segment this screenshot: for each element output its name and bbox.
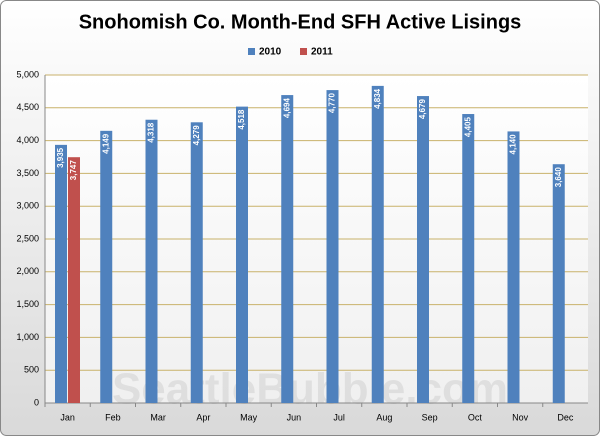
data-label: 4,518 <box>237 109 246 130</box>
bar <box>190 122 203 403</box>
y-tick-label: 3,000 <box>16 201 39 211</box>
bar <box>68 157 80 403</box>
watermark: SeattleBubble.com <box>112 365 508 414</box>
x-tick-label: Apr <box>196 412 210 422</box>
y-tick-label: 1,000 <box>16 332 39 342</box>
x-tick-label: Jun <box>287 412 302 422</box>
x-tick-label: Sep <box>422 412 438 422</box>
chart-title: Snohomish Co. Month-End SFH Active Lisin… <box>79 11 522 33</box>
x-tick-label: May <box>240 412 258 422</box>
y-tick-label: 500 <box>24 365 39 375</box>
bar <box>326 90 339 403</box>
bar <box>281 95 294 403</box>
bar <box>462 114 475 404</box>
y-tick-label: 5,000 <box>16 69 39 79</box>
x-tick-label: Feb <box>105 412 121 422</box>
data-label: 4,770 <box>328 93 337 114</box>
data-label: 3,747 <box>69 160 78 181</box>
legend-swatch <box>300 48 307 55</box>
data-label: 4,140 <box>509 134 518 155</box>
data-label: 4,318 <box>147 122 156 143</box>
x-tick-label: Aug <box>376 412 392 422</box>
x-tick-label: Mar <box>150 412 166 422</box>
data-label: 4,149 <box>101 133 110 154</box>
legend-label: 2011 <box>311 47 333 58</box>
data-label: 4,279 <box>192 125 201 146</box>
x-tick-label: Oct <box>468 412 483 422</box>
bar <box>552 164 565 403</box>
x-tick-label: Dec <box>557 412 574 422</box>
bar <box>371 85 384 404</box>
y-tick-label: 4,000 <box>16 135 39 145</box>
data-label: 4,679 <box>418 99 427 120</box>
bar <box>236 106 248 403</box>
y-tick-label: 2,500 <box>16 233 39 243</box>
x-tick-label: Jan <box>60 412 75 422</box>
bar <box>55 144 67 403</box>
legend-label: 2010 <box>259 47 282 58</box>
x-tick-label: Jul <box>333 412 345 422</box>
bar <box>145 119 158 403</box>
legend-swatch <box>248 48 255 55</box>
y-tick-label: 4,500 <box>16 102 39 112</box>
data-label: 4,694 <box>282 98 291 119</box>
y-tick-label: 1,500 <box>16 299 39 309</box>
x-tick-label: Nov <box>512 412 529 422</box>
data-label: 4,834 <box>373 88 382 109</box>
y-tick-label: 3,500 <box>16 168 39 178</box>
data-label: 3,935 <box>56 147 65 168</box>
y-tick-label: 0 <box>34 397 39 407</box>
bar <box>417 96 429 403</box>
y-tick-label: 2,000 <box>16 266 39 276</box>
bar <box>507 131 520 403</box>
bar <box>100 130 113 403</box>
data-label: 4,405 <box>463 116 472 137</box>
data-label: 3,640 <box>554 167 563 188</box>
